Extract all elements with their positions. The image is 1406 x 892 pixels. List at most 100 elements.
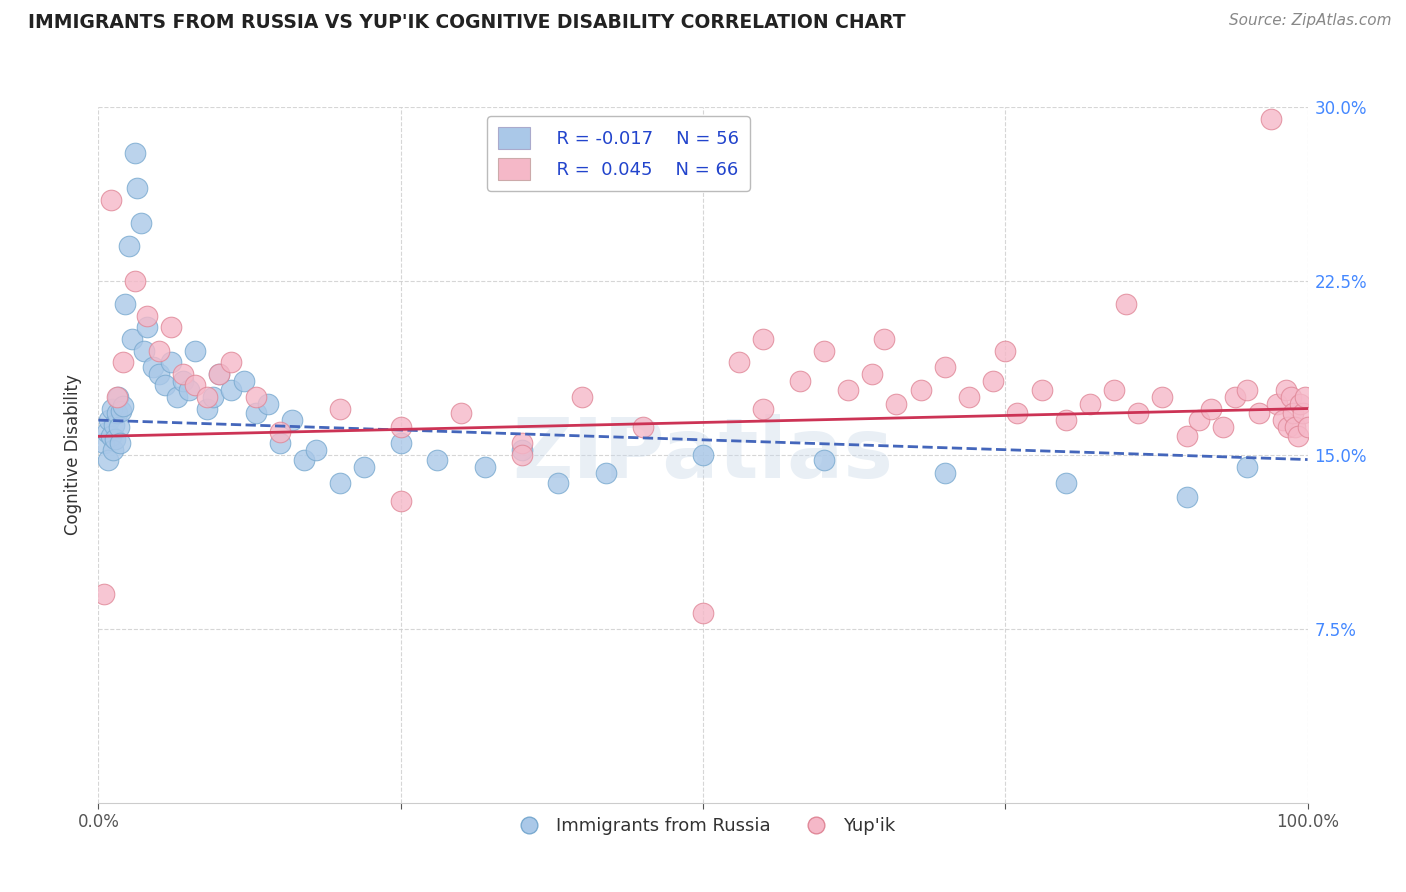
- Point: [1275, 383, 1298, 397]
- Point: [124, 146, 146, 161]
- Point: [1296, 420, 1319, 434]
- Point: [245, 406, 267, 420]
- Point: [571, 390, 593, 404]
- Point: [104, 432, 127, 446]
- Point: [96, 425, 118, 439]
- Point: [1102, 383, 1125, 397]
- Point: [160, 320, 183, 334]
- Point: [510, 448, 533, 462]
- Point: [886, 397, 908, 411]
- Point: [105, 390, 128, 404]
- Point: [873, 332, 896, 346]
- Point: [121, 332, 143, 346]
- Point: [1115, 297, 1137, 311]
- Point: [129, 216, 152, 230]
- Point: [1272, 413, 1295, 427]
- Point: [166, 390, 188, 404]
- Point: [994, 343, 1017, 358]
- Point: [269, 425, 291, 439]
- Point: [111, 355, 134, 369]
- Point: [93, 587, 115, 601]
- Point: [329, 401, 352, 416]
- Point: [813, 452, 835, 467]
- Point: [934, 467, 956, 481]
- Point: [1054, 475, 1077, 490]
- Point: [97, 452, 120, 467]
- Point: [221, 383, 243, 397]
- Point: [256, 397, 278, 411]
- Point: [101, 443, 124, 458]
- Point: [426, 452, 449, 467]
- Point: [195, 390, 218, 404]
- Y-axis label: Cognitive Disability: Cognitive Disability: [65, 375, 83, 535]
- Point: [1128, 406, 1150, 420]
- Text: ZIPatlas: ZIPatlas: [513, 415, 893, 495]
- Point: [752, 332, 775, 346]
- Point: [353, 459, 375, 474]
- Point: [107, 390, 129, 404]
- Point: [474, 459, 496, 474]
- Point: [510, 443, 533, 458]
- Point: [957, 390, 980, 404]
- Point: [329, 475, 352, 490]
- Point: [1260, 112, 1282, 126]
- Point: [135, 309, 157, 323]
- Point: [98, 413, 121, 427]
- Point: [118, 239, 141, 253]
- Point: [860, 367, 883, 381]
- Point: [1236, 383, 1258, 397]
- Point: [1289, 397, 1312, 411]
- Point: [1292, 406, 1315, 420]
- Point: [981, 374, 1004, 388]
- Point: [245, 390, 267, 404]
- Point: [910, 383, 932, 397]
- Point: [1199, 401, 1222, 416]
- Point: [1007, 406, 1029, 420]
- Point: [1152, 390, 1174, 404]
- Point: [111, 399, 134, 413]
- Point: [148, 367, 170, 381]
- Text: Source: ZipAtlas.com: Source: ZipAtlas.com: [1229, 13, 1392, 29]
- Point: [1249, 406, 1271, 420]
- Point: [1279, 390, 1302, 404]
- Point: [153, 378, 176, 392]
- Point: [789, 374, 811, 388]
- Text: IMMIGRANTS FROM RUSSIA VS YUP'IK COGNITIVE DISABILITY CORRELATION CHART: IMMIGRANTS FROM RUSSIA VS YUP'IK COGNITI…: [28, 13, 905, 32]
- Point: [135, 320, 157, 334]
- Point: [595, 467, 617, 481]
- Point: [728, 355, 751, 369]
- Point: [1284, 420, 1306, 434]
- Point: [1175, 429, 1198, 443]
- Point: [631, 420, 654, 434]
- Point: [1054, 413, 1077, 427]
- Point: [547, 475, 569, 490]
- Point: [692, 606, 714, 620]
- Point: [160, 355, 183, 369]
- Point: [100, 401, 122, 416]
- Point: [389, 494, 412, 508]
- Point: [114, 297, 136, 311]
- Point: [172, 367, 194, 381]
- Point: [692, 448, 714, 462]
- Point: [134, 343, 156, 358]
- Point: [389, 420, 412, 434]
- Point: [100, 429, 122, 443]
- Point: [108, 436, 131, 450]
- Point: [105, 406, 128, 420]
- Point: [1078, 397, 1101, 411]
- Point: [1294, 390, 1316, 404]
- Point: [1282, 406, 1305, 420]
- Legend: Immigrants from Russia, Yup'ik: Immigrants from Russia, Yup'ik: [503, 810, 903, 842]
- Point: [124, 274, 146, 288]
- Point: [1175, 490, 1198, 504]
- Point: [195, 401, 218, 416]
- Point: [281, 413, 304, 427]
- Point: [93, 436, 115, 450]
- Point: [292, 452, 315, 467]
- Point: [100, 193, 122, 207]
- Point: [172, 374, 194, 388]
- Point: [127, 181, 149, 195]
- Point: [202, 390, 225, 404]
- Point: [221, 355, 243, 369]
- Point: [208, 367, 231, 381]
